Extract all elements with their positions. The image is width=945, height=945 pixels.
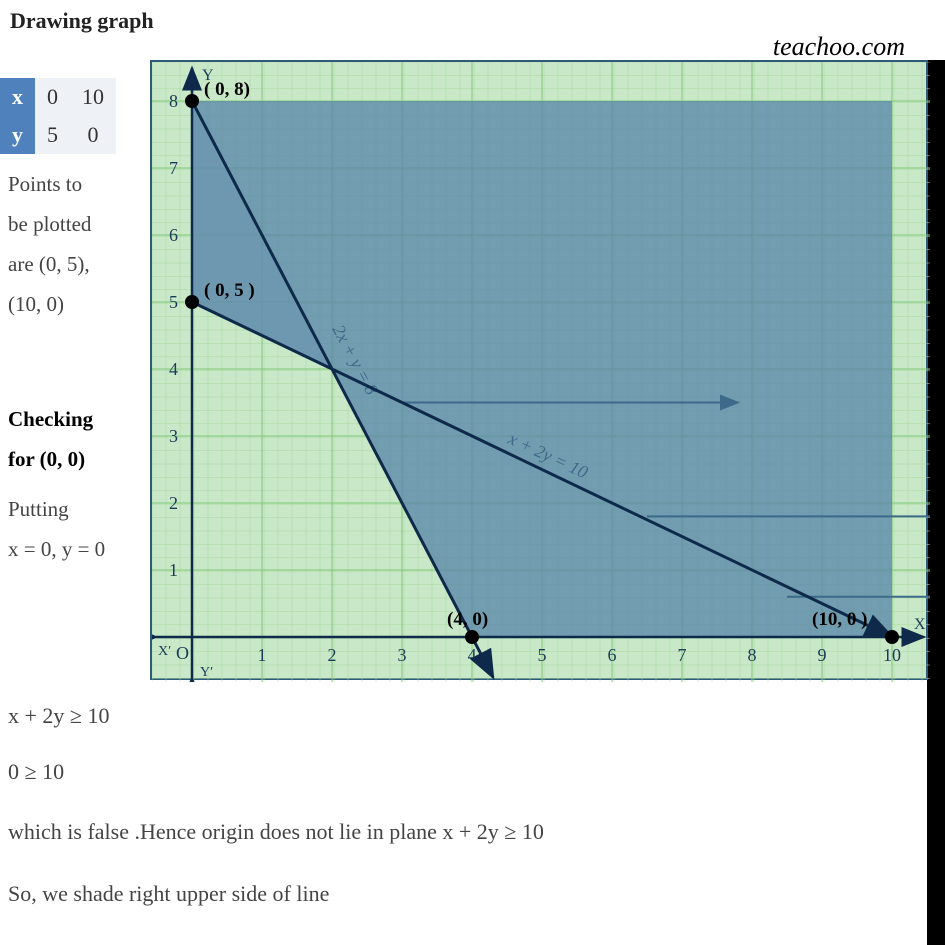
table-y-header: y <box>0 116 35 154</box>
svg-text:3: 3 <box>398 645 407 665</box>
bottom-line-2: 0 ≥ 10 <box>8 748 64 796</box>
svg-text:7: 7 <box>169 158 178 178</box>
bottom-line-4: So, we shade right upper side of line <box>8 870 329 918</box>
inequality-graph: 1234567891012345678OXX′YY′2x + y = 8x + … <box>152 62 930 682</box>
svg-text:1: 1 <box>258 645 267 665</box>
svg-text:4: 4 <box>468 645 477 665</box>
svg-text:3: 3 <box>169 426 178 446</box>
points-caption: Points tobe plottedare (0, 5),(10, 0) <box>8 165 91 325</box>
graph-area: 1234567891012345678OXX′YY′2x + y = 8x + … <box>150 60 928 680</box>
svg-text:1: 1 <box>169 560 178 580</box>
table-x-header: x <box>0 78 35 116</box>
svg-text:8: 8 <box>748 645 757 665</box>
svg-text:9: 9 <box>818 645 827 665</box>
svg-text:( 0, 8): ( 0, 8) <box>204 79 250 100</box>
svg-text:2: 2 <box>328 645 337 665</box>
checking-heading: Checkingfor (0, 0) <box>8 400 93 480</box>
bottom-line-3: which is false .Hence origin does not li… <box>8 808 544 856</box>
svg-text:X′: X′ <box>158 644 171 659</box>
svg-text:6: 6 <box>169 225 178 245</box>
svg-text:( 0, 5 ): ( 0, 5 ) <box>204 280 255 301</box>
checking-body: Puttingx = 0, y = 0 <box>8 490 105 570</box>
svg-text:Y′: Y′ <box>200 665 213 680</box>
svg-text:5: 5 <box>538 645 547 665</box>
table-cell: 5 <box>35 116 70 154</box>
svg-text:X: X <box>914 616 926 633</box>
svg-text:(10, 0 ): (10, 0 ) <box>812 609 867 630</box>
svg-text:(4, 0): (4, 0) <box>447 609 488 630</box>
svg-text:7: 7 <box>678 645 687 665</box>
svg-text:5: 5 <box>169 292 178 312</box>
points-table: x 0 10 y 5 0 <box>0 78 116 154</box>
svg-text:O: O <box>176 643 189 663</box>
brand-logo: teachoo.com <box>773 32 905 62</box>
bottom-line-1: x + 2y ≥ 10 <box>8 692 109 740</box>
table-cell: 0 <box>35 78 70 116</box>
svg-text:2: 2 <box>169 493 178 513</box>
table-cell: 0 <box>70 116 116 154</box>
svg-text:10: 10 <box>883 645 901 665</box>
svg-text:4: 4 <box>169 359 178 379</box>
svg-text:6: 6 <box>608 645 617 665</box>
svg-text:8: 8 <box>169 91 178 111</box>
page-title: Drawing graph <box>10 8 154 34</box>
table-cell: 10 <box>70 78 116 116</box>
